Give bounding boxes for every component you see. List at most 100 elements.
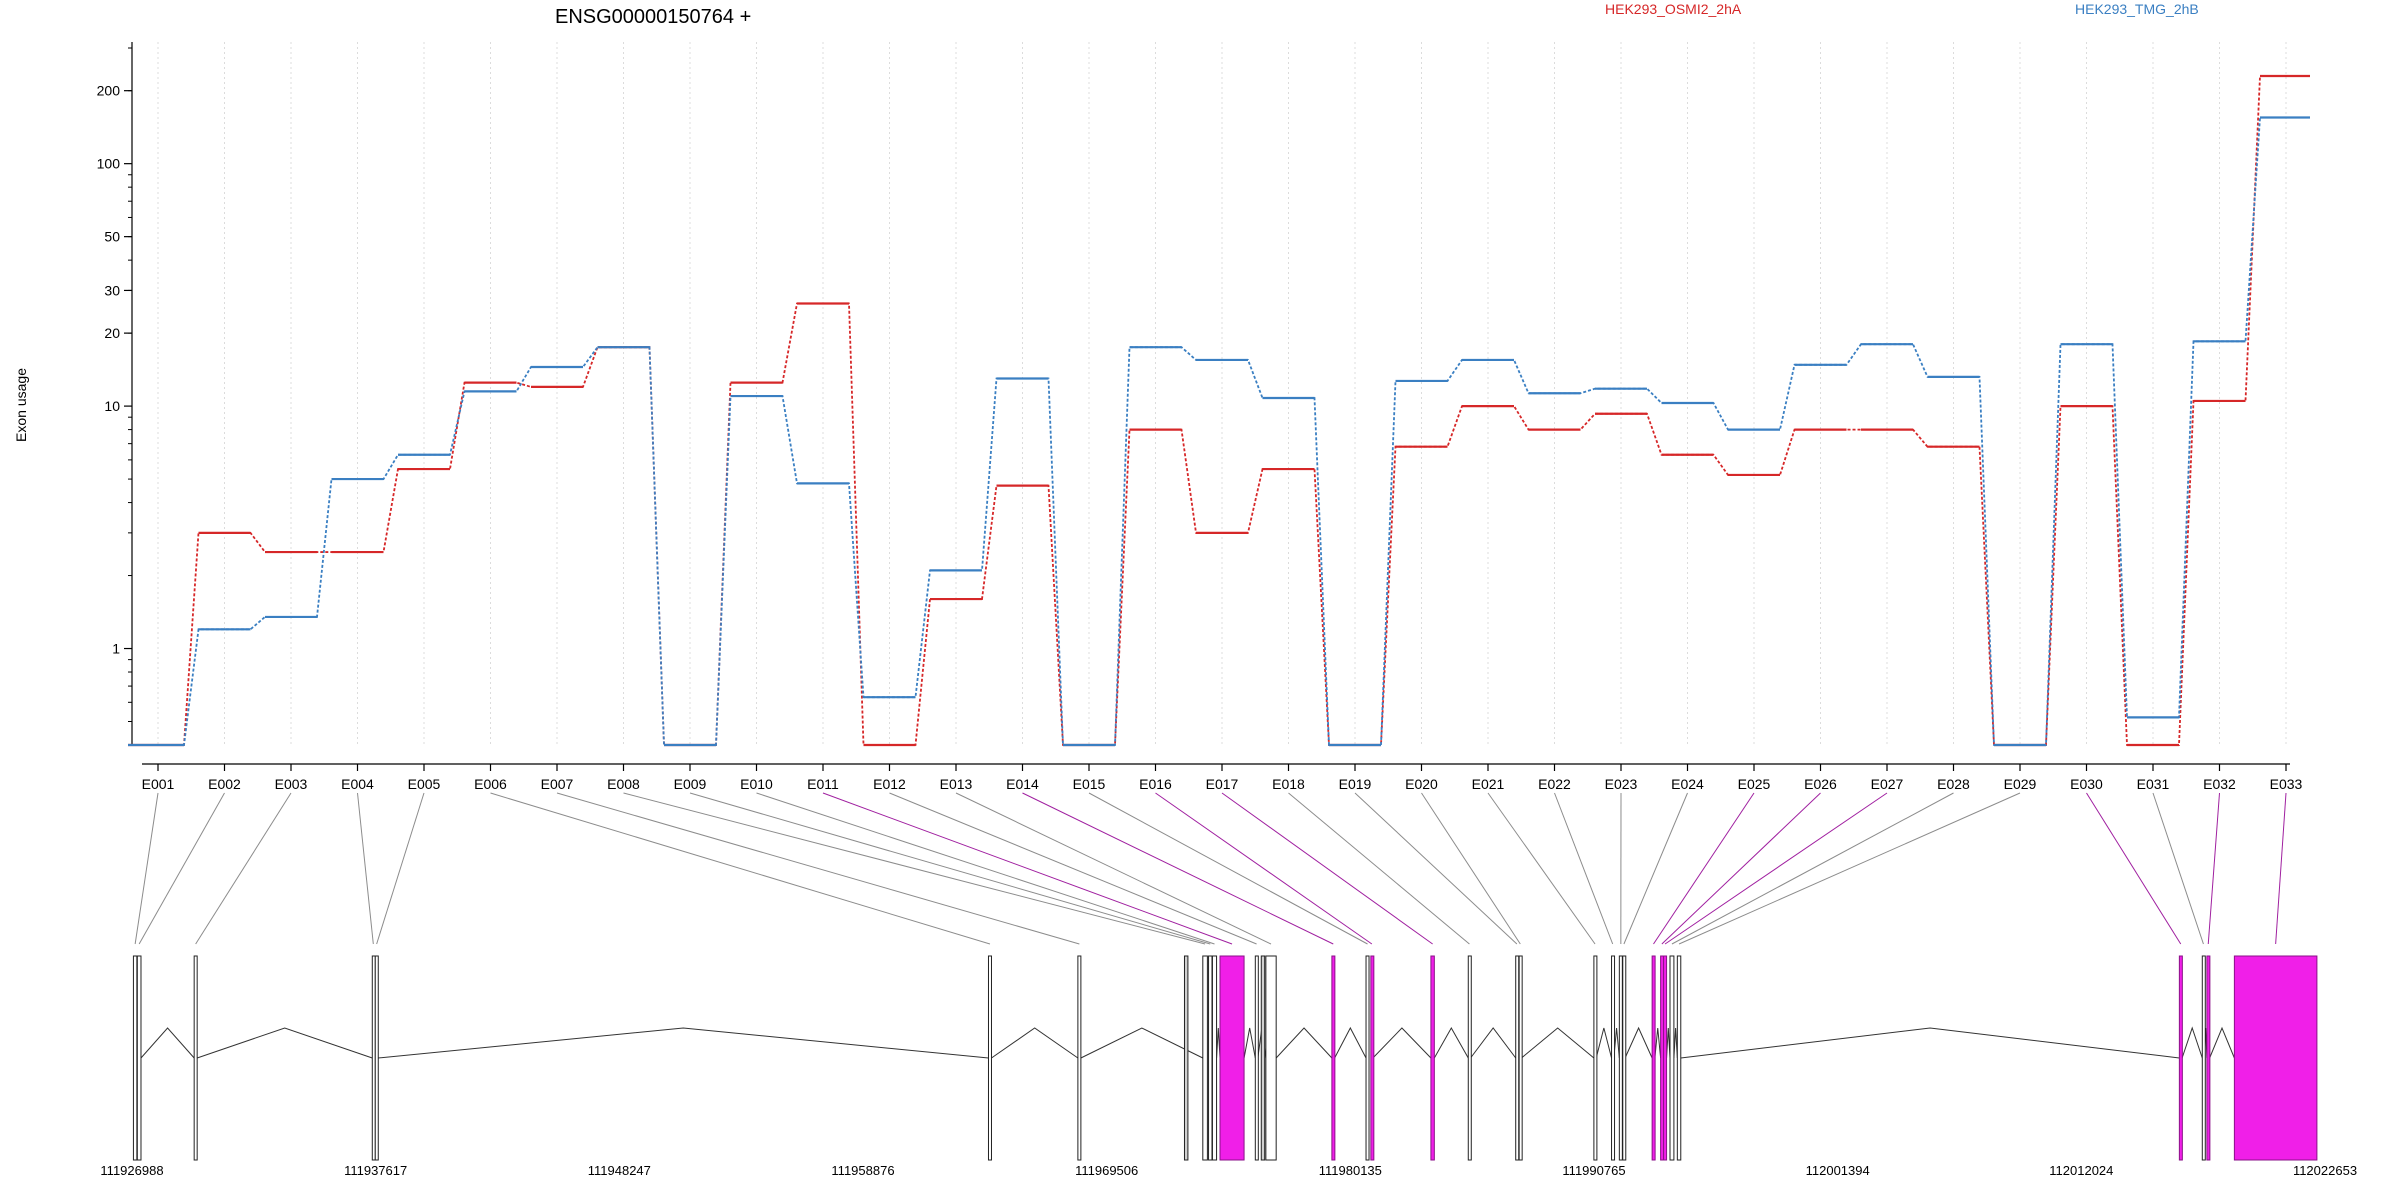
link-E025: [1653, 792, 1755, 945]
y-axis-label: Exon usage: [13, 368, 29, 442]
x-tick-label-E002: E002: [208, 776, 241, 792]
exon-block-E011: [1219, 955, 1245, 1161]
intron-18: [1470, 1027, 1517, 1059]
plot-area: 1 10 20 30 50 100 200 E001 E002 E003 E004 E005 E006 E…: [97, 42, 2310, 792]
link-E010: [756, 792, 1215, 945]
y-tick-label-20: 20: [104, 325, 120, 341]
x-tick-label-E013: E013: [940, 776, 973, 792]
coord-label-3: 111948247: [588, 1163, 651, 1178]
exon-block-E017: [1430, 955, 1435, 1161]
exon-block-E012: [1254, 955, 1259, 1161]
intron-32: [2209, 1026, 2235, 1059]
intron-20: [1521, 1027, 1595, 1059]
coord-label-6: 111980135: [1319, 1163, 1382, 1178]
x-tick-label-E014: E014: [1006, 776, 1039, 792]
intron-21: [1595, 1027, 1613, 1059]
x-tick-label-E001: E001: [142, 776, 175, 792]
intron-11: [1243, 1027, 1256, 1059]
exon-block-extra-2: [1183, 955, 1189, 1161]
coord-label-8: 112001394: [1806, 1163, 1870, 1178]
link-E033: [2275, 792, 2287, 945]
coord-label-7: 111990765: [1562, 1163, 1625, 1178]
x-tick-label-E017: E017: [1206, 776, 1239, 792]
link-E013: [955, 792, 1272, 945]
x-tick-label-E016: E016: [1139, 776, 1172, 792]
link-E001: [134, 792, 159, 945]
coord-label-5: 111969506: [1075, 1163, 1138, 1178]
link-E011: [822, 792, 1233, 945]
exon-block-E010: [1211, 955, 1218, 1161]
x-tick-label-E022: E022: [1538, 776, 1571, 792]
exon-block-E030: [2178, 955, 2183, 1161]
y-tick-label-1: 1: [112, 641, 120, 657]
x-tick-label-E008: E008: [607, 776, 640, 792]
x-tick-label-E010: E010: [740, 776, 773, 792]
legend-series-1: HEK293_OSMI2_2hA: [1605, 1, 1742, 17]
exon-block-E027: [1663, 955, 1668, 1161]
x-tick-label-E023: E023: [1605, 776, 1638, 792]
intron-28: [1673, 1027, 1678, 1059]
exon-block-E031: [2201, 955, 2206, 1161]
x-tick-label-E027: E027: [1871, 776, 1904, 792]
link-E008: [623, 792, 1206, 945]
y-tick-label-200: 200: [97, 83, 121, 99]
series-line-1: [128, 75, 2310, 746]
link-E019: [1354, 792, 1518, 945]
x-tick-label-E012: E012: [873, 776, 906, 792]
exon-block-E019: [1515, 955, 1520, 1161]
link-E014: [1022, 792, 1334, 945]
coord-label-10: 112022653: [2293, 1163, 2357, 1178]
x-tick-label-E006: E006: [474, 776, 507, 792]
x-tick-label-E025: E025: [1738, 776, 1771, 792]
exon-block-E009: [1208, 955, 1213, 1161]
x-tick-label-E031: E031: [2137, 776, 2170, 792]
x-tick-label-E024: E024: [1671, 776, 1704, 792]
link-E029: [1678, 792, 2021, 945]
intron-27: [1666, 1027, 1671, 1059]
exon-block-E025: [1651, 955, 1656, 1161]
coord-label-9: 112012024: [2049, 1163, 2113, 1178]
exon-block-E024: [1622, 955, 1627, 1161]
intron-29: [1680, 1027, 2180, 1059]
x-tick-label-E028: E028: [1937, 776, 1970, 792]
exon-block-E018: [1467, 955, 1472, 1161]
link-E032: [2207, 792, 2220, 945]
intron-5: [377, 1027, 989, 1059]
intron-25: [1654, 1027, 1662, 1059]
exon-block-E015: [1365, 955, 1370, 1161]
link-E027: [1664, 792, 1888, 945]
link-E002: [138, 792, 225, 945]
exon-block-E006: [987, 955, 992, 1161]
y-tick-label-100: 100: [97, 156, 121, 172]
exon-block-E002: [136, 955, 142, 1161]
x-tick-label-E029: E029: [2004, 776, 2037, 792]
intron-7: [1080, 1027, 1204, 1059]
x-tick-label-E003: E003: [275, 776, 308, 792]
coord-label-4: 111958876: [831, 1163, 894, 1178]
legend-series-2: HEK293_TMG_2hB: [2075, 1, 2199, 17]
x-tick-label-E018: E018: [1272, 776, 1305, 792]
intron-14: [1334, 1026, 1367, 1059]
link-E015: [1088, 792, 1368, 945]
x-tick-label-E033: E033: [2270, 776, 2303, 792]
intron-13: [1275, 1027, 1333, 1059]
link-E004: [357, 792, 374, 945]
x-tick-label-E011: E011: [807, 776, 839, 792]
exon-block-E005: [374, 955, 379, 1161]
x-tick-label-E021: E021: [1472, 776, 1505, 792]
exon-block-E032: [2206, 955, 2211, 1161]
chart-title: ENSG00000150764 +: [555, 6, 751, 28]
exon-block-E033: [2233, 955, 2318, 1161]
link-E031: [2152, 792, 2204, 945]
y-tick-label-50: 50: [104, 229, 120, 245]
link-E007: [556, 792, 1080, 945]
link-E021: [1487, 792, 1596, 945]
x-tick-label-E020: E020: [1405, 776, 1438, 792]
link-E003: [195, 792, 292, 945]
y-tick-label-30: 30: [104, 282, 120, 298]
exon-block-E016: [1370, 955, 1375, 1161]
exon-block-E007: [1077, 955, 1082, 1161]
link-E022: [1554, 792, 1614, 945]
intron-30: [2181, 1026, 2203, 1059]
x-tick-label-E032: E032: [2203, 776, 2236, 792]
